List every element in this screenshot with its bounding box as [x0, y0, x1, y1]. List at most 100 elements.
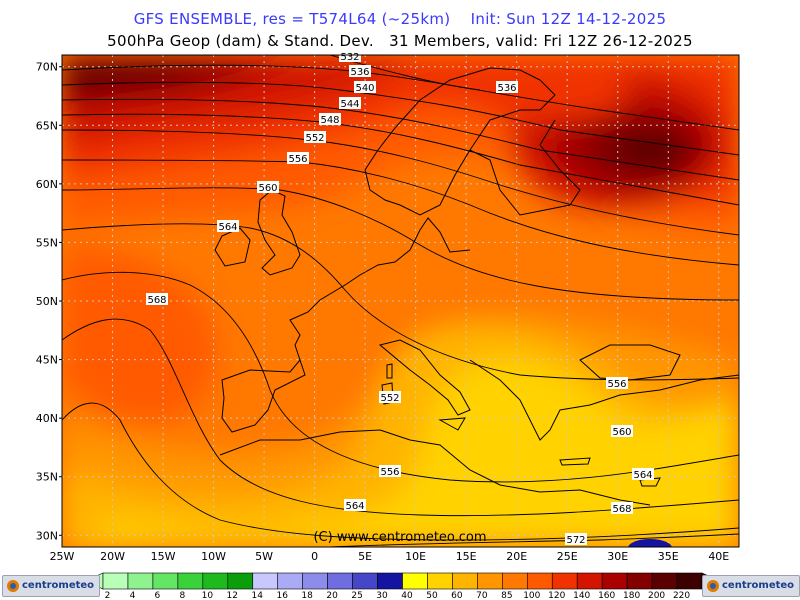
legend-value: 60 [451, 591, 463, 600]
contour-label: 564 [632, 468, 654, 481]
legend-swatch [477, 572, 503, 590]
legend-value: 16 [276, 591, 288, 600]
legend-value: 70 [476, 591, 488, 600]
lon-tick-label: 10E [405, 550, 426, 563]
logo-icon [707, 580, 719, 592]
lon-tick-label: 40E [708, 550, 729, 563]
legend-swatch [127, 572, 154, 590]
legend-value: 6 [155, 591, 161, 600]
lon-tick-label: 15E [456, 550, 477, 563]
legend-swatch [576, 572, 603, 590]
svg-text:564: 564 [345, 501, 364, 512]
svg-text:552: 552 [305, 133, 324, 144]
centrometeo-logo-left: centrometeo [2, 575, 100, 597]
lon-tick-label: 25E [557, 550, 578, 563]
svg-text:560: 560 [258, 183, 277, 194]
legend-swatch [227, 572, 254, 590]
lat-tick-label: 55N [36, 236, 58, 249]
legend-value: 200 [648, 591, 665, 600]
lon-tick-label: 20E [506, 550, 527, 563]
contour-label: 568 [611, 502, 633, 515]
svg-text:556: 556 [288, 154, 307, 165]
svg-text:532: 532 [340, 52, 359, 63]
lat-tick-label: 70N [36, 61, 58, 74]
watermark: (C) www.centrometeo.com [313, 530, 486, 545]
legend-swatch [427, 572, 453, 590]
legend-value: 220 [673, 591, 690, 600]
svg-text:568: 568 [147, 295, 166, 306]
lon-tick-label: 10W [201, 550, 226, 563]
coastlines [214, 67, 739, 506]
legend-value: 4 [130, 591, 136, 600]
legend-swatch [277, 572, 303, 590]
lat-tick-label: 30N [36, 529, 58, 542]
contour-label: 560 [257, 181, 279, 194]
lon-tick-label: 5E [358, 550, 372, 563]
legend-swatch [402, 572, 428, 590]
svg-text:536: 536 [350, 67, 369, 78]
contour-label: 564 [217, 220, 239, 233]
contour-label: 568 [146, 293, 168, 306]
svg-text:544: 544 [340, 99, 359, 110]
contour-label: 532 [339, 50, 361, 63]
lat-tick-label: 45N [36, 354, 58, 367]
contour-label: 548 [319, 113, 341, 126]
legend-value: 40 [401, 591, 413, 600]
contour-label: 536 [496, 81, 518, 94]
legend-swatch [202, 572, 229, 590]
legend-swatch [526, 572, 553, 590]
svg-text:536: 536 [497, 83, 516, 94]
legend-value: 140 [573, 591, 590, 600]
svg-text:548: 548 [320, 115, 339, 126]
longitude-axis: 25W 20W 15W 10W 5W 0 5E 10E 15E 20E 25E 30E 35E 40E [50, 550, 730, 563]
legend-swatch [676, 572, 703, 590]
svg-text:572: 572 [566, 535, 585, 546]
legend-swatch [152, 572, 179, 590]
legend-value: 8 [180, 591, 186, 600]
legend-value: 10 [202, 591, 214, 600]
legend-value: 85 [501, 591, 512, 600]
legend-swatch [252, 572, 279, 590]
legend-swatch [626, 572, 653, 590]
logo-icon [7, 580, 19, 592]
svg-text:552: 552 [380, 393, 399, 404]
lon-tick-label: 20W [100, 550, 125, 563]
legend-value: 100 [523, 591, 540, 600]
contour-label: 564 [344, 499, 366, 512]
centrometeo-logo-right: centrometeo [702, 575, 800, 597]
legend-swatch [352, 572, 378, 590]
lon-tick-label: 15W [151, 550, 176, 563]
legend-value: 25 [351, 591, 362, 600]
contour-label: 556 [379, 465, 401, 478]
svg-text:556: 556 [380, 467, 399, 478]
legend-swatch [102, 572, 129, 590]
chart-title-line1: GFS ENSEMBLE, res = T574L64 (~25km) Init… [133, 10, 667, 28]
legend-value: 30 [376, 591, 388, 600]
legend-swatch [601, 572, 628, 590]
contour-label: 572 [565, 533, 587, 546]
contour-label: 552 [304, 131, 326, 144]
contour-label: 536 [349, 65, 371, 78]
contour-label: 556 [287, 152, 309, 165]
lat-tick-label: 35N [36, 471, 58, 484]
contour-label: 544 [339, 97, 361, 110]
svg-text:540: 540 [355, 83, 374, 94]
legend-value: 20 [326, 591, 338, 600]
contour-label: 552 [379, 391, 401, 404]
lat-tick-label: 60N [36, 178, 58, 191]
legend-value: 120 [548, 591, 565, 600]
legend-swatch [502, 572, 528, 590]
svg-text:564: 564 [633, 470, 652, 481]
legend-value: 18 [301, 591, 313, 600]
contour-label: 540 [354, 81, 376, 94]
lat-lon-grid [62, 55, 739, 547]
legend-swatch [177, 572, 204, 590]
svg-text:556: 556 [607, 379, 626, 390]
legend-swatch [651, 572, 678, 590]
legend-value: 14 [252, 591, 264, 600]
legend-swatch [452, 572, 478, 590]
contour-label: 560 [611, 425, 633, 438]
